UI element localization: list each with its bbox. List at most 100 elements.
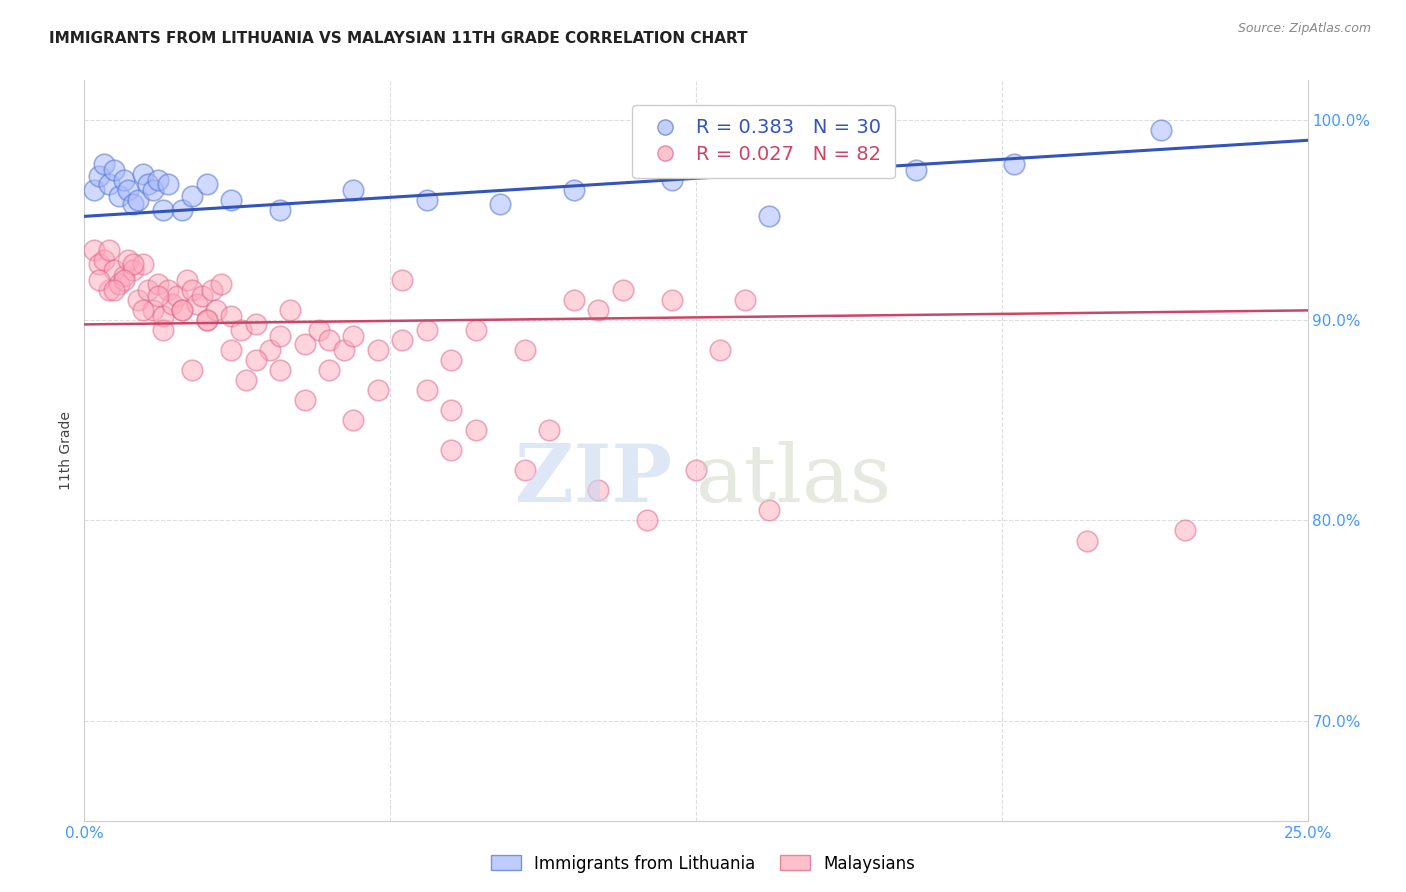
Point bbox=[1076, 533, 1098, 548]
Point bbox=[440, 443, 463, 458]
Text: IMMIGRANTS FROM LITHUANIA VS MALAYSIAN 11TH GRADE CORRELATION CHART: IMMIGRANTS FROM LITHUANIA VS MALAYSIAN 1… bbox=[49, 31, 748, 46]
Point bbox=[1174, 524, 1197, 538]
Point bbox=[107, 277, 129, 292]
Point bbox=[278, 303, 301, 318]
Point bbox=[176, 273, 198, 287]
Point bbox=[440, 403, 463, 417]
Point bbox=[146, 277, 169, 292]
Point bbox=[117, 253, 139, 268]
Point bbox=[269, 329, 291, 343]
Point bbox=[103, 163, 125, 178]
Point bbox=[97, 244, 120, 258]
Point bbox=[332, 343, 354, 358]
Point bbox=[186, 297, 208, 311]
Point bbox=[1150, 123, 1173, 137]
Point bbox=[245, 318, 267, 332]
Point bbox=[342, 329, 364, 343]
Point bbox=[416, 384, 439, 398]
Point bbox=[269, 203, 291, 218]
Point bbox=[83, 244, 105, 258]
Point bbox=[464, 323, 486, 337]
Point bbox=[107, 189, 129, 203]
Point bbox=[489, 197, 512, 211]
Point bbox=[391, 334, 413, 348]
Point bbox=[181, 284, 204, 298]
Point bbox=[146, 173, 169, 187]
Point bbox=[117, 183, 139, 197]
Point bbox=[562, 293, 585, 308]
Point bbox=[181, 363, 204, 377]
Text: ZIP: ZIP bbox=[515, 441, 672, 519]
Point bbox=[367, 343, 389, 358]
Point bbox=[136, 178, 159, 192]
Point bbox=[172, 303, 194, 318]
Point bbox=[191, 289, 214, 303]
Point bbox=[136, 284, 159, 298]
Point bbox=[127, 293, 149, 308]
Point bbox=[205, 303, 228, 318]
Point bbox=[586, 303, 609, 318]
Y-axis label: 11th Grade: 11th Grade bbox=[59, 411, 73, 490]
Point bbox=[758, 503, 780, 517]
Point bbox=[661, 293, 683, 308]
Point bbox=[905, 163, 928, 178]
Point bbox=[440, 353, 463, 368]
Point bbox=[318, 334, 340, 348]
Point bbox=[209, 277, 232, 292]
Text: atlas: atlas bbox=[696, 441, 891, 519]
Point bbox=[245, 353, 267, 368]
Point bbox=[122, 197, 145, 211]
Point bbox=[661, 173, 683, 187]
Point bbox=[112, 273, 135, 287]
Point bbox=[538, 424, 561, 438]
Point bbox=[87, 273, 110, 287]
Point bbox=[259, 343, 281, 358]
Point bbox=[83, 183, 105, 197]
Point bbox=[103, 263, 125, 277]
Point bbox=[152, 310, 174, 324]
Point bbox=[685, 463, 707, 477]
Point bbox=[219, 194, 242, 208]
Point bbox=[166, 289, 188, 303]
Point bbox=[416, 194, 439, 208]
Point bbox=[586, 483, 609, 498]
Point bbox=[229, 323, 252, 337]
Point bbox=[122, 257, 145, 271]
Point bbox=[195, 313, 218, 327]
Point bbox=[103, 284, 125, 298]
Point bbox=[122, 263, 145, 277]
Point bbox=[342, 413, 364, 427]
Point bbox=[391, 273, 413, 287]
Point bbox=[219, 310, 242, 324]
Point bbox=[146, 289, 169, 303]
Point bbox=[612, 284, 634, 298]
Point bbox=[152, 203, 174, 218]
Point bbox=[87, 257, 110, 271]
Point bbox=[93, 253, 115, 268]
Point bbox=[709, 343, 731, 358]
Point bbox=[132, 257, 155, 271]
Point bbox=[172, 303, 194, 318]
Point bbox=[97, 284, 120, 298]
Point bbox=[513, 343, 536, 358]
Point bbox=[97, 178, 120, 192]
Point bbox=[132, 167, 155, 181]
Point bbox=[269, 363, 291, 377]
Point bbox=[318, 363, 340, 377]
Point bbox=[219, 343, 242, 358]
Legend: Immigrants from Lithuania, Malaysians: Immigrants from Lithuania, Malaysians bbox=[484, 848, 922, 880]
Point bbox=[93, 157, 115, 171]
Text: Source: ZipAtlas.com: Source: ZipAtlas.com bbox=[1237, 22, 1371, 36]
Point bbox=[636, 514, 658, 528]
Point bbox=[367, 384, 389, 398]
Point bbox=[181, 189, 204, 203]
Point bbox=[142, 183, 165, 197]
Point bbox=[342, 183, 364, 197]
Point bbox=[200, 284, 222, 298]
Point bbox=[87, 169, 110, 184]
Point bbox=[308, 323, 330, 337]
Point bbox=[562, 183, 585, 197]
Point bbox=[734, 293, 756, 308]
Point bbox=[416, 323, 439, 337]
Point bbox=[464, 424, 486, 438]
